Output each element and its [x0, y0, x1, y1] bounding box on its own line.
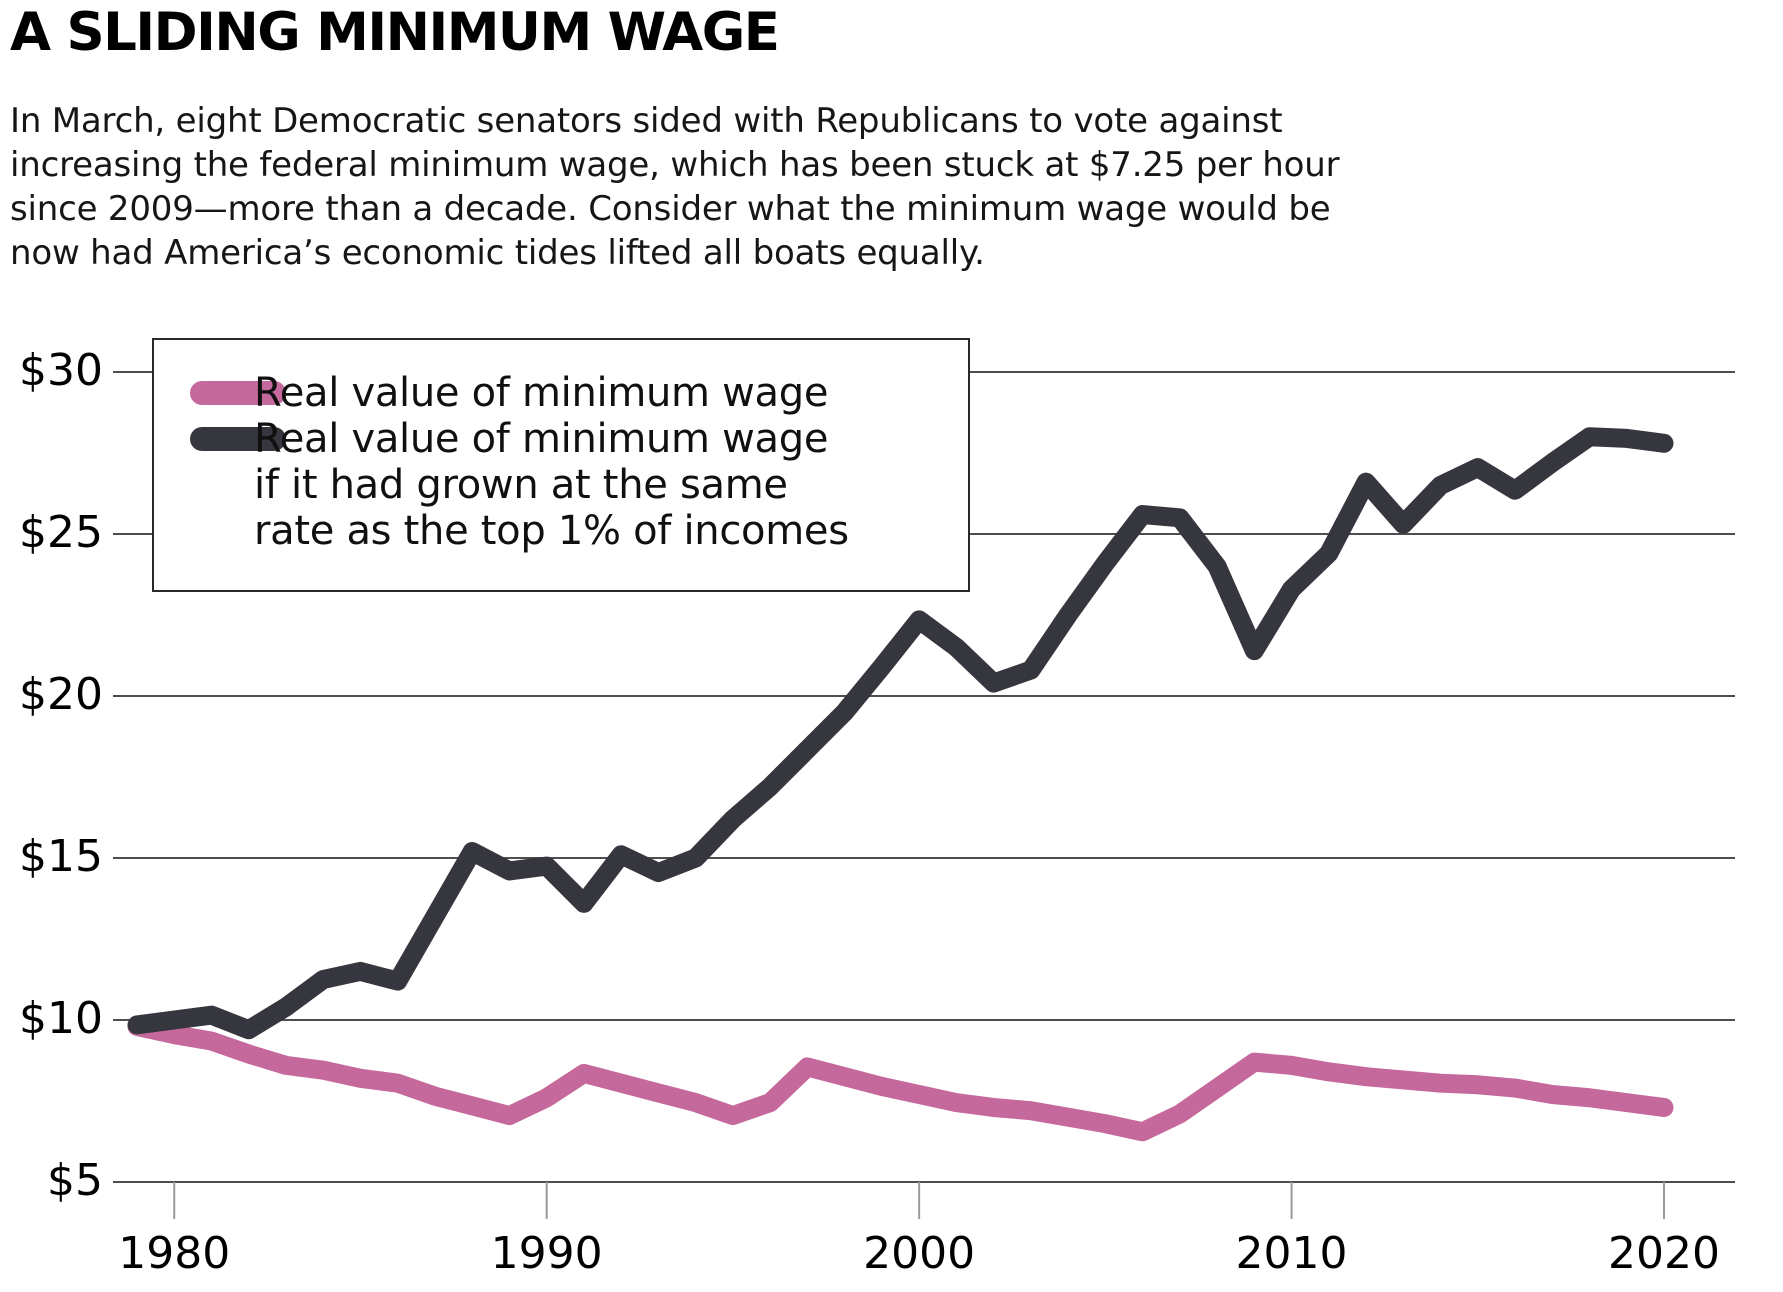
x-axis-label: 1980 — [118, 1228, 231, 1279]
axis-ticks — [173, 1182, 1665, 1219]
series-line-hypothetical — [127, 427, 1674, 1040]
y-axis-label: $30 — [19, 345, 103, 396]
legend-swatch-hypothetical — [190, 427, 286, 451]
x-axis-label: 2010 — [1235, 1228, 1348, 1279]
x-axis-label: 1990 — [490, 1228, 603, 1279]
y-axis-label: $10 — [19, 993, 103, 1044]
chart-description: In March, eight Democratic senators side… — [10, 99, 1340, 275]
description-line: In March, eight Democratic senators side… — [10, 101, 1283, 141]
legend-label-hypothetical-line2: if it had grown at the same — [254, 462, 788, 508]
y-axis-label: $25 — [19, 507, 103, 558]
legend-swatch-real-value — [190, 381, 286, 405]
description-line: increasing the federal minimum wage, whi… — [10, 145, 1340, 185]
legend-label-hypothetical-line3: rate as the top 1% of incomes — [254, 508, 849, 554]
x-axis-label: 2000 — [863, 1228, 976, 1279]
series-line-real-value — [127, 1016, 1674, 1142]
legend-box: Real value of minimum wage Real value of… — [152, 338, 970, 592]
series-lines — [127, 427, 1674, 1142]
y-axis-label: $5 — [47, 1155, 103, 1206]
legend-label-real-value: Real value of minimum wage — [254, 370, 829, 416]
description-line: now had America’s economic tides lifted … — [10, 233, 985, 273]
legend-label-hypothetical-line1: Real value of minimum wage — [254, 416, 829, 462]
y-axis-label: $15 — [19, 831, 103, 882]
chart-title: A SLIDING MINIMUM WAGE — [10, 2, 780, 63]
x-axis-label: 2020 — [1608, 1228, 1720, 1279]
description-line: since 2009—more than a decade. Consider … — [10, 189, 1331, 229]
y-axis-label: $20 — [19, 669, 103, 720]
